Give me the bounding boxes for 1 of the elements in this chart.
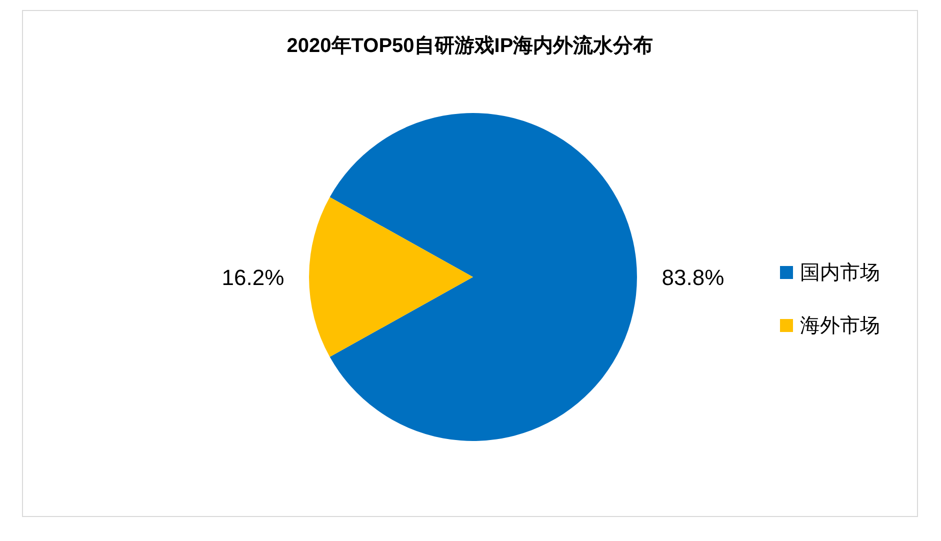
title: 2020年TOP50自研游戏IP海内外流水分布 (286, 35, 654, 57)
